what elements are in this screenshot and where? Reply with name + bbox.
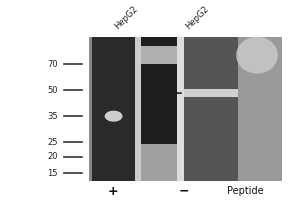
Text: +: + xyxy=(107,185,118,198)
Text: 20: 20 xyxy=(47,152,58,161)
Bar xyxy=(135,37,141,181)
Text: HepG2: HepG2 xyxy=(113,4,140,31)
Text: 35: 35 xyxy=(47,112,58,121)
Bar xyxy=(89,37,282,181)
Text: 70: 70 xyxy=(47,60,58,69)
Bar xyxy=(184,89,238,97)
Text: −: − xyxy=(179,185,189,198)
Text: HepG2: HepG2 xyxy=(184,4,211,31)
Text: 25: 25 xyxy=(47,138,58,147)
Text: 50: 50 xyxy=(47,86,58,95)
Text: 15: 15 xyxy=(47,169,58,178)
Ellipse shape xyxy=(105,111,122,122)
Bar xyxy=(141,46,177,64)
Bar xyxy=(184,37,238,181)
Bar xyxy=(177,37,184,181)
Bar xyxy=(238,37,282,181)
Bar xyxy=(141,37,177,181)
Bar xyxy=(141,144,177,181)
Ellipse shape xyxy=(236,37,278,74)
Text: Peptide: Peptide xyxy=(227,186,263,196)
Bar xyxy=(92,37,135,181)
